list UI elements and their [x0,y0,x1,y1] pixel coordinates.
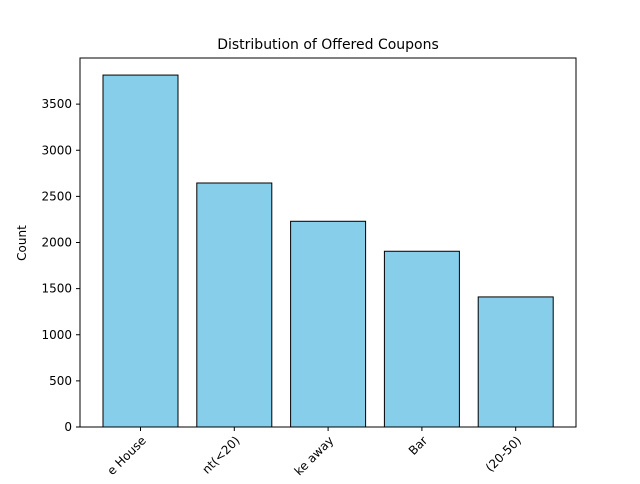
x-tick-label-3: Bar [406,433,430,457]
y-tick-label-0: 0 [64,420,72,434]
plot-frame [79,57,577,428]
x-tick-label-0: e House [104,433,148,477]
chart-title: Distribution of Offered Coupons [217,37,439,53]
bar-1 [196,182,273,428]
x-tick-label-4: (20-50) [483,433,524,474]
bar-4 [477,296,554,428]
y-tick-label-6: 3000 [41,143,72,157]
bar-0 [102,74,179,428]
x-axis: e House nt(<20) ke away Bar (20-50) [104,427,524,478]
y-axis: 0 500 1000 1500 2000 2500 3000 3500 [41,97,80,434]
y-tick-label-4: 2000 [41,236,72,250]
bar-3 [383,250,460,428]
bar-2 [290,220,367,428]
x-tick-label-1: nt(<20) [200,433,243,476]
y-axis-label: Count [15,225,29,261]
x-tick-label-2: ke away [292,433,337,478]
y-tick-label-1: 500 [49,374,72,388]
y-tick-label-2: 1000 [41,328,72,342]
bars-group [102,74,554,428]
y-tick-label-3: 1500 [41,282,72,296]
y-tick-label-7: 3500 [41,97,72,111]
y-tick-label-5: 2500 [41,189,72,203]
